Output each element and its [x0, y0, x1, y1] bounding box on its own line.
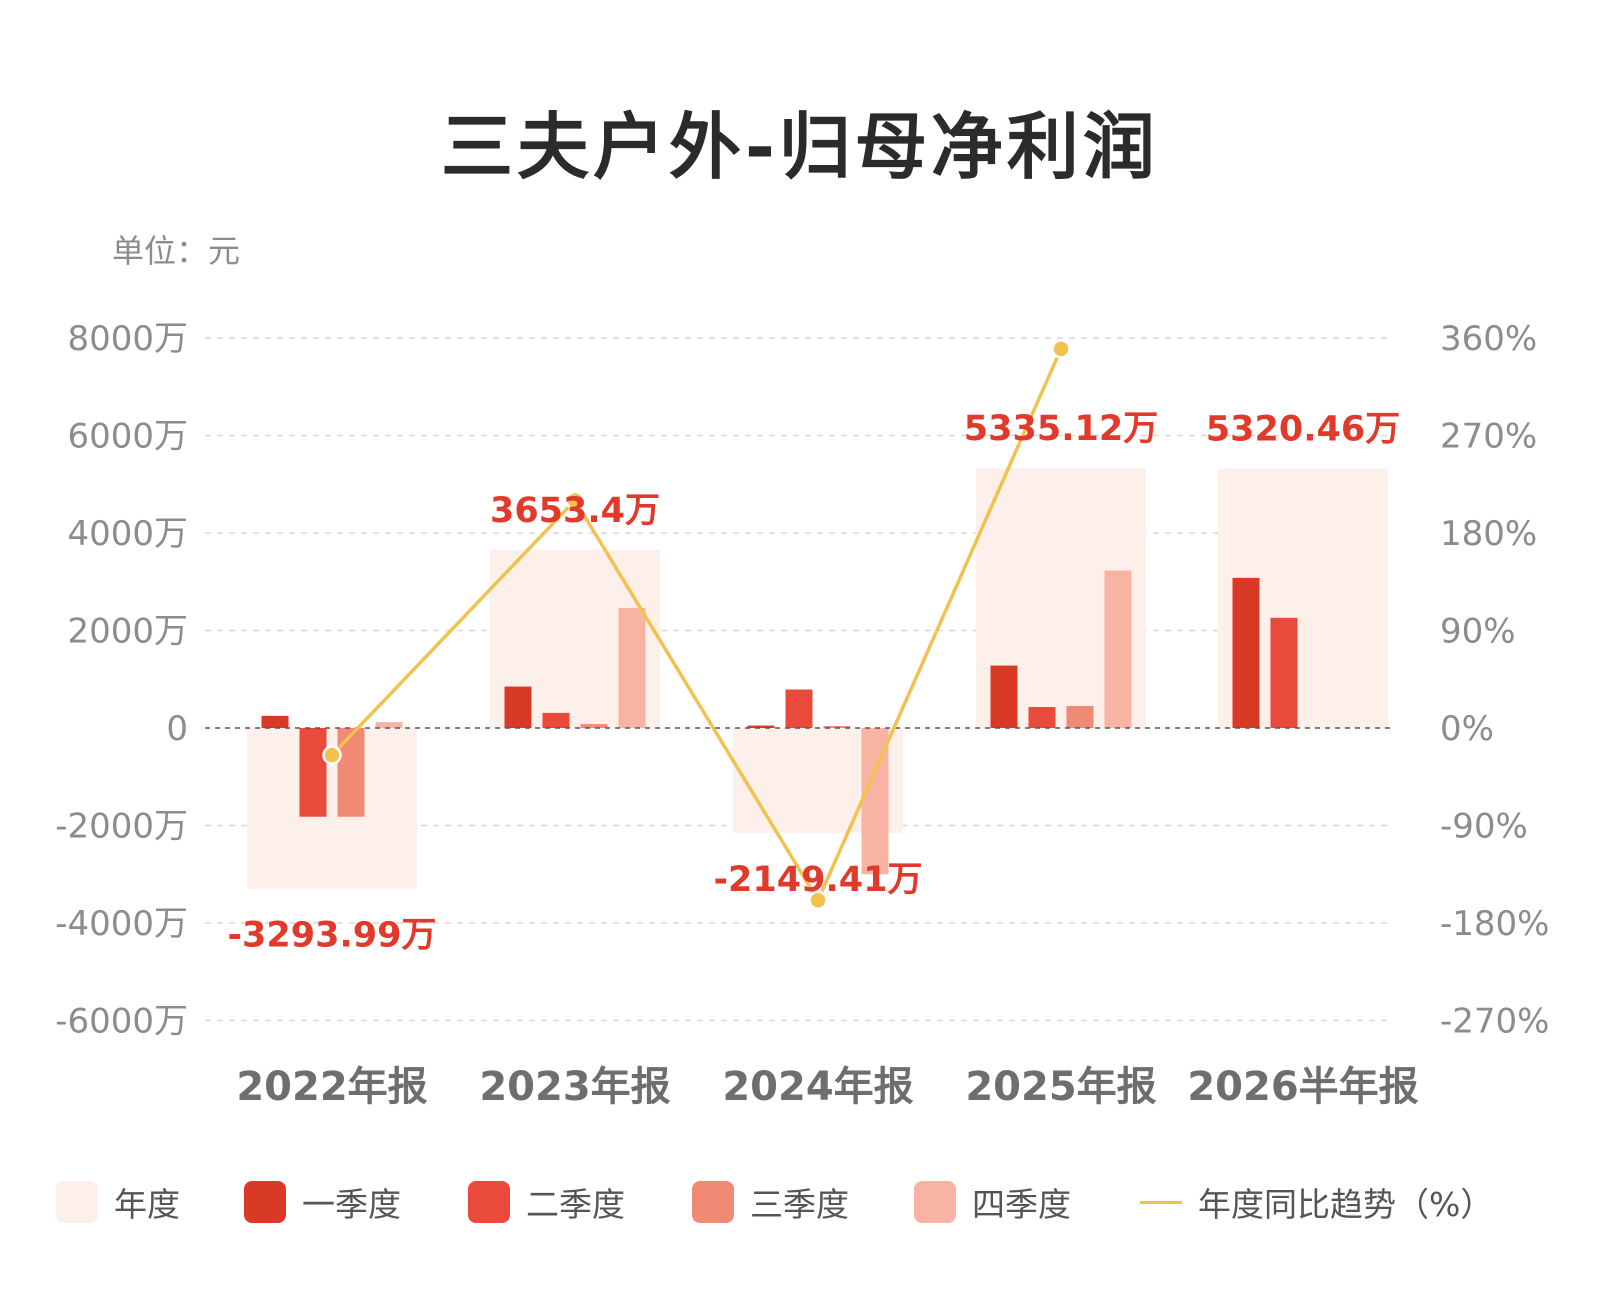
q4-bar: [375, 722, 403, 728]
q2-bar: [299, 728, 327, 817]
q1-bar: [1232, 577, 1260, 728]
trend-line-layer: [322, 339, 1071, 910]
q2-bar: [542, 712, 570, 728]
x-tick-label: 2023年报: [479, 1064, 670, 1110]
y-right-tick-label: 360%: [1440, 319, 1537, 359]
legend-label: 年度: [114, 1185, 180, 1224]
q2-bar: [1028, 707, 1056, 728]
q2-bar: [785, 689, 813, 728]
unit-label: 单位：元: [112, 232, 241, 270]
legend-label: 一季度: [302, 1185, 401, 1224]
legend-swatch: [56, 1181, 98, 1223]
trend-point: [565, 490, 585, 511]
legend-swatch: [692, 1181, 734, 1223]
legend-item-q3: 三季度: [692, 1178, 849, 1226]
legend-item-q4: 四季度: [914, 1178, 1071, 1226]
annual-labels-layer: -3293.99万 3653.4万 -2149.41万 5335.12万 5320.46…: [228, 409, 1401, 956]
q4-bar: [1104, 570, 1132, 728]
q1-bar: [990, 665, 1018, 728]
y-left-tick-label: -4000万: [55, 904, 188, 944]
legend-label: 四季度: [972, 1185, 1071, 1224]
q1-bar: [261, 715, 289, 728]
quarter-bars-layer: [261, 570, 1298, 875]
y-right-tick-label: -180%: [1440, 904, 1549, 944]
y-left-tick-label: 4000万: [67, 514, 188, 554]
q3-bar: [1066, 706, 1094, 728]
y-left-tick-label: 0: [166, 709, 188, 749]
q3-bar: [823, 726, 851, 728]
legend: 年度 一季度 二季度 三季度 四季度 年度同比趋势（%）: [56, 1178, 1576, 1226]
x-tick-label: 2022年报: [236, 1064, 427, 1110]
x-tick-label: 2026半年报: [1187, 1064, 1418, 1110]
legend-item-q1: 一季度: [244, 1178, 401, 1226]
y-left-tick-label: 2000万: [67, 612, 188, 652]
trend-line: [330, 348, 1063, 905]
y-right-tick-label: 180%: [1440, 514, 1537, 554]
y-right-tick-label: -270%: [1440, 1002, 1549, 1042]
chart-area: -3293.99万 3653.4万 -2149.41万 5335.12万 5320.46…: [55, 319, 1549, 1110]
annual-value-label: -2149.41万: [714, 860, 923, 900]
q3-bar: [337, 728, 365, 817]
q2-bar: [1270, 617, 1298, 728]
annual-value-label: 5320.46万: [1206, 410, 1400, 450]
chart-title: 三夫户外-归母净利润: [441, 105, 1159, 189]
legend-swatch: [244, 1181, 286, 1223]
y-left-tick-label: 6000万: [67, 417, 188, 457]
legend-item-trend: 年度同比趋势（%）: [1140, 1178, 1493, 1226]
y-right-tick-label: 270%: [1440, 417, 1537, 457]
legend-label: 三季度: [750, 1185, 849, 1224]
trend-point: [1051, 339, 1071, 359]
trend-point: [322, 745, 342, 765]
x-tick-label: 2024年报: [722, 1064, 913, 1110]
x-tick-label: 2025年报: [965, 1064, 1156, 1110]
y-left-tick-label: 8000万: [67, 319, 188, 359]
q4-bar: [618, 608, 646, 728]
legend-item-annual: 年度: [56, 1178, 180, 1226]
legend-swatch: [1140, 1200, 1182, 1204]
y-right-tick-label: 0%: [1440, 709, 1494, 749]
annual-value-label: 3653.4万: [490, 491, 660, 531]
q3-bar: [580, 724, 608, 728]
y-right-tick-label: -90%: [1440, 807, 1528, 847]
annual-value-label: 5335.12万: [964, 409, 1158, 449]
legend-swatch: [914, 1181, 956, 1223]
y-right-tick-label: 90%: [1440, 612, 1516, 652]
annual-value-label: -3293.99万: [228, 916, 437, 956]
legend-label: 二季度: [526, 1185, 625, 1224]
legend-item-q2: 二季度: [468, 1178, 625, 1226]
y-left-tick-label: -2000万: [55, 807, 188, 847]
legend-swatch: [468, 1181, 510, 1223]
q1-bar: [504, 686, 532, 728]
axis-labels-layer: 8000万 6000万 4000万 2000万 0 -2000万 -4000万 -6000万 3…: [55, 319, 1549, 1110]
trend-point: [808, 890, 828, 910]
y-left-tick-label: -6000万: [55, 1002, 188, 1042]
q1-bar: [747, 725, 775, 728]
legend-label: 年度同比趋势（%）: [1198, 1185, 1494, 1224]
